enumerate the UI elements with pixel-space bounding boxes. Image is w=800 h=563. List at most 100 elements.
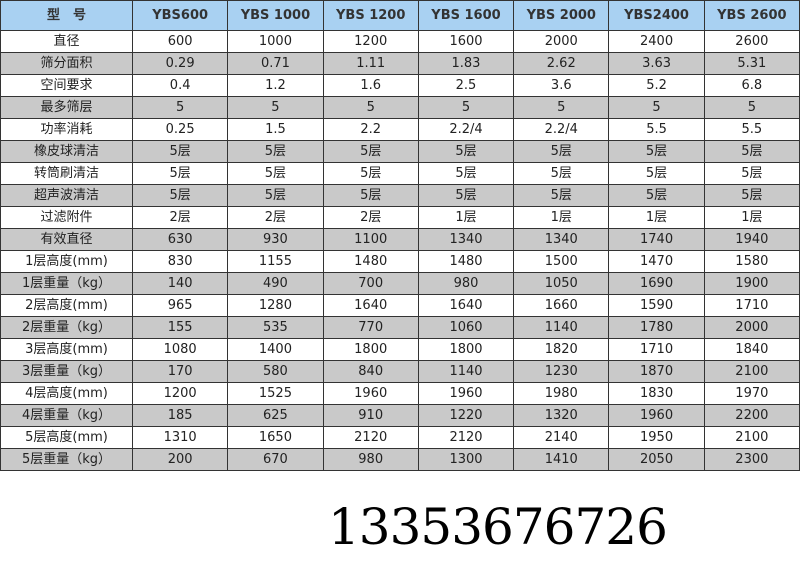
value-cell: 5.5 bbox=[703, 118, 800, 141]
value-cell: 1830 bbox=[608, 382, 705, 405]
value-cell: 1780 bbox=[608, 316, 705, 339]
value-cell: 1155 bbox=[227, 250, 324, 273]
value-cell: 2.2/4 bbox=[417, 118, 515, 141]
table-row: 2层重量（kg） 155 535 770 1060 1140 1780 2000 bbox=[0, 316, 800, 339]
row-label: 筛分面积 bbox=[0, 52, 133, 75]
value-cell: 930 bbox=[227, 228, 324, 251]
value-cell: 1200 bbox=[322, 30, 419, 53]
value-cell: 840 bbox=[322, 360, 419, 383]
value-cell: 2层 bbox=[322, 206, 419, 229]
value-cell: 5 bbox=[322, 96, 419, 119]
row-label: 超声波清洁 bbox=[0, 184, 133, 207]
value-cell: 1650 bbox=[227, 426, 324, 449]
value-cell: 5层 bbox=[608, 184, 705, 207]
value-cell: 1300 bbox=[417, 448, 515, 471]
value-cell: 170 bbox=[131, 360, 229, 383]
row-label: 5层重量（kg） bbox=[0, 448, 133, 471]
row-label: 1层重量（kg） bbox=[0, 272, 133, 295]
row-label: 直径 bbox=[0, 30, 133, 53]
value-cell: 5层 bbox=[417, 140, 515, 163]
value-cell: 535 bbox=[227, 316, 324, 339]
value-cell: 1410 bbox=[513, 448, 610, 471]
value-cell: 1840 bbox=[703, 338, 800, 361]
label-header: 型 号 bbox=[0, 0, 133, 31]
value-cell: 1340 bbox=[417, 228, 515, 251]
value-cell: 1310 bbox=[131, 426, 229, 449]
value-cell: 1600 bbox=[417, 30, 515, 53]
value-cell: 1320 bbox=[513, 404, 610, 427]
model-header: YBS600 bbox=[131, 0, 229, 31]
value-cell: 140 bbox=[131, 272, 229, 295]
value-cell: 5层 bbox=[703, 162, 800, 185]
value-cell: 1950 bbox=[608, 426, 705, 449]
table-row: 5层高度(mm) 1310 1650 2120 2120 2140 1950 2100 bbox=[0, 426, 800, 449]
value-cell: 965 bbox=[131, 294, 229, 317]
row-label: 4层重量（kg） bbox=[0, 404, 133, 427]
value-cell: 1800 bbox=[417, 338, 515, 361]
value-cell: 1870 bbox=[608, 360, 705, 383]
value-cell: 5层 bbox=[227, 162, 324, 185]
value-cell: 5.5 bbox=[608, 118, 705, 141]
value-cell: 2120 bbox=[417, 426, 515, 449]
value-cell: 5 bbox=[417, 96, 515, 119]
value-cell: 770 bbox=[322, 316, 419, 339]
value-cell: 5层 bbox=[417, 184, 515, 207]
value-cell: 1层 bbox=[513, 206, 610, 229]
value-cell: 1980 bbox=[513, 382, 610, 405]
value-cell: 5层 bbox=[513, 162, 610, 185]
value-cell: 1820 bbox=[513, 338, 610, 361]
table-row: 功率消耗 0.25 1.5 2.2 2.2/4 2.2/4 5.5 5.5 bbox=[0, 118, 800, 141]
value-cell: 5 bbox=[703, 96, 800, 119]
value-cell: 2层 bbox=[227, 206, 324, 229]
value-cell: 1580 bbox=[703, 250, 800, 273]
value-cell: 600 bbox=[131, 30, 229, 53]
value-cell: 1100 bbox=[322, 228, 419, 251]
value-cell: 2200 bbox=[703, 404, 800, 427]
table-row: 筛分面积 0.29 0.71 1.11 1.83 2.62 3.63 5.31 bbox=[0, 52, 800, 75]
value-cell: 5层 bbox=[227, 184, 324, 207]
value-cell: 5层 bbox=[608, 162, 705, 185]
value-cell: 1960 bbox=[417, 382, 515, 405]
value-cell: 3.63 bbox=[608, 52, 705, 75]
value-cell: 830 bbox=[131, 250, 229, 273]
value-cell: 5层 bbox=[417, 162, 515, 185]
value-cell: 2.2 bbox=[322, 118, 419, 141]
row-label: 有效直径 bbox=[0, 228, 133, 251]
spec-table: 型 号 YBS600 YBS 1000 YBS 1200 YBS 1600 YBS 200… bbox=[0, 0, 800, 471]
value-cell: 580 bbox=[227, 360, 324, 383]
value-cell: 910 bbox=[322, 404, 419, 427]
value-cell: 1470 bbox=[608, 250, 705, 273]
model-header: YBS 2600 bbox=[703, 0, 800, 31]
table-row: 3层高度(mm) 1080 1400 1800 1800 1820 1710 1840 bbox=[0, 338, 800, 361]
value-cell: 1080 bbox=[131, 338, 229, 361]
value-cell: 1690 bbox=[608, 272, 705, 295]
table-row: 1层高度(mm) 830 1155 1480 1480 1500 1470 1580 bbox=[0, 250, 800, 273]
value-cell: 1050 bbox=[513, 272, 610, 295]
value-cell: 5层 bbox=[513, 184, 610, 207]
row-label: 橡皮球清洁 bbox=[0, 140, 133, 163]
value-cell: 155 bbox=[131, 316, 229, 339]
value-cell: 1.2 bbox=[227, 74, 324, 97]
value-cell: 1.5 bbox=[227, 118, 324, 141]
value-cell: 700 bbox=[322, 272, 419, 295]
row-label: 转筒刷清洁 bbox=[0, 162, 133, 185]
value-cell: 1层 bbox=[608, 206, 705, 229]
value-cell: 1层 bbox=[703, 206, 800, 229]
model-header: YBS2400 bbox=[608, 0, 705, 31]
value-cell: 5层 bbox=[322, 162, 419, 185]
value-cell: 5 bbox=[227, 96, 324, 119]
value-cell: 5.31 bbox=[703, 52, 800, 75]
value-cell: 5层 bbox=[703, 184, 800, 207]
value-cell: 5层 bbox=[322, 140, 419, 163]
value-cell: 1740 bbox=[608, 228, 705, 251]
value-cell: 1960 bbox=[608, 404, 705, 427]
value-cell: 1500 bbox=[513, 250, 610, 273]
table-row: 过滤附件 2层 2层 2层 1层 1层 1层 1层 bbox=[0, 206, 800, 229]
row-label: 4层高度(mm) bbox=[0, 382, 133, 405]
row-label: 3层高度(mm) bbox=[0, 338, 133, 361]
value-cell: 1480 bbox=[417, 250, 515, 273]
table-row: 3层重量（kg） 170 580 840 1140 1230 1870 2100 bbox=[0, 360, 800, 383]
header-row: 型 号 YBS600 YBS 1000 YBS 1200 YBS 1600 YBS 200… bbox=[0, 0, 800, 31]
value-cell: 630 bbox=[131, 228, 229, 251]
value-cell: 0.29 bbox=[131, 52, 229, 75]
